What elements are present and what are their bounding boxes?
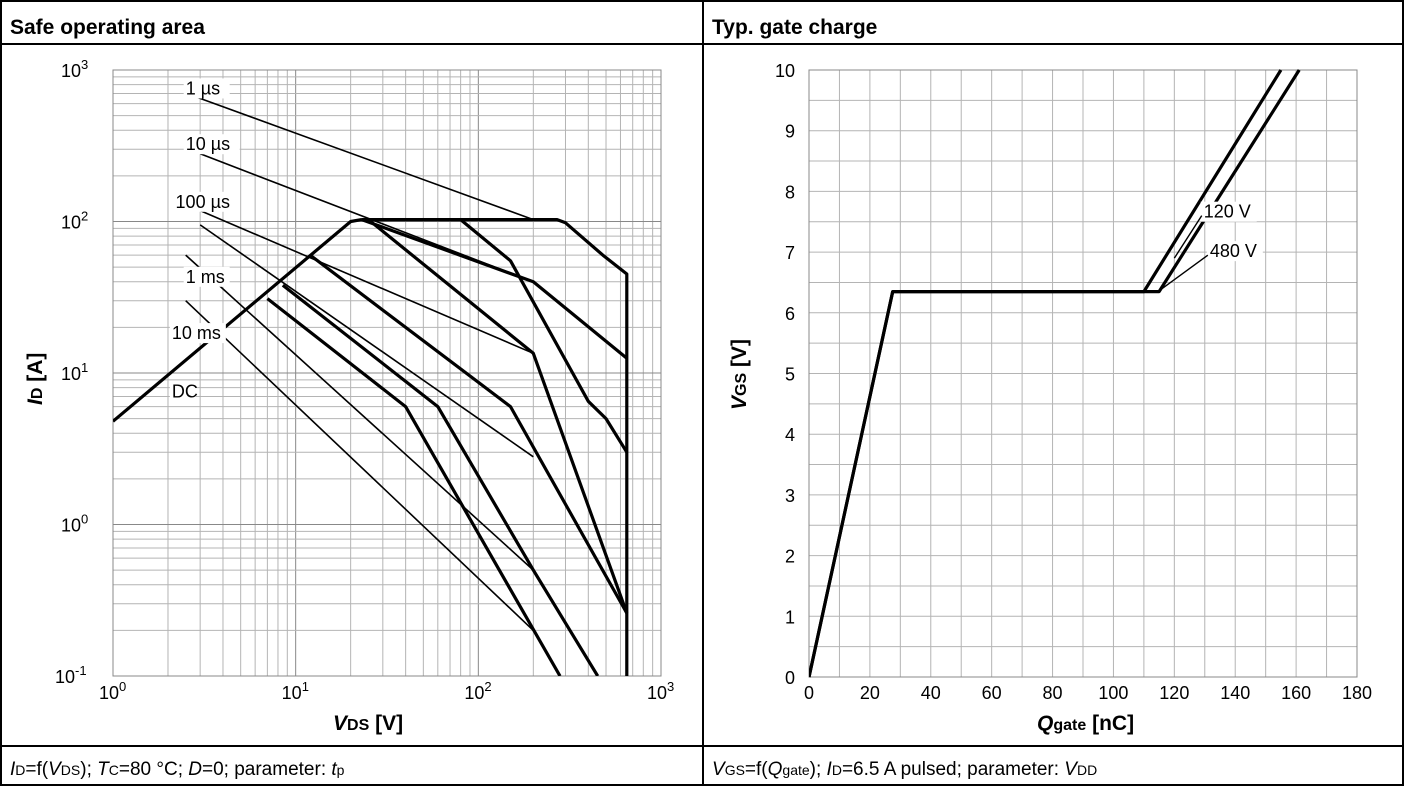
soa-y-tick-label: 101 xyxy=(61,360,88,384)
gate-y-tick-label: 10 xyxy=(775,61,795,81)
right-panel-footer: VGS=f(Qgate); ID=6.5 A pulsed; parameter… xyxy=(712,759,1097,780)
gate-x-tick-label: 40 xyxy=(921,683,941,703)
right-panel-header: Typ. gate charge xyxy=(712,16,877,39)
label-leader-480v xyxy=(1162,255,1208,288)
soa-series-label: 10 µs xyxy=(186,134,230,154)
gate-y-tick-label: 1 xyxy=(785,607,795,627)
soa-y-axis-label: ID [A] xyxy=(24,353,47,405)
gate-y-tick-label: 9 xyxy=(785,122,795,142)
gate-y-tick-label: 7 xyxy=(785,243,795,263)
soa-series-label: 1 µs xyxy=(186,78,220,98)
gate-series-label: 120 V xyxy=(1204,202,1251,222)
soa-limit-line-4 xyxy=(310,255,627,613)
gate-grid xyxy=(809,70,1357,677)
soa-series-label: 1 ms xyxy=(186,267,225,287)
gate-y-tick-label: 8 xyxy=(785,182,795,202)
soa-x-tick-label: 102 xyxy=(464,679,491,703)
gate-charge-chart: 0 20 40 60 80 100 120 140 160 180 0 1 2 3 4 5 6 7 8 9 10 Qgat… xyxy=(728,61,1372,735)
gate-x-tick-label: 180 xyxy=(1342,683,1372,703)
soa-thin-line-5 xyxy=(186,301,534,631)
gate-x-tick-label: 20 xyxy=(860,683,880,703)
gate-x-tick-label: 60 xyxy=(982,683,1002,703)
soa-series-label: DC xyxy=(172,381,198,401)
soa-y-tick-label: 100 xyxy=(61,512,88,536)
gate-x-tick-label: 100 xyxy=(1098,683,1128,703)
soa-y-tick-label: 102 xyxy=(61,209,88,233)
gate-x-tick-label: 80 xyxy=(1043,683,1063,703)
gate-y-axis-label: VGS [V] xyxy=(728,339,751,410)
gate-series-label: 480 V xyxy=(1210,241,1257,261)
gate-y-tick-label: 5 xyxy=(785,365,795,385)
safe-operating-area-chart: 100 101 102 103 10-1 100 101 102 103 VDS [V] ID [A… xyxy=(24,57,674,735)
soa-y-tick-label: 10-1 xyxy=(55,663,87,687)
left-panel-header: Safe operating area xyxy=(10,16,205,39)
soa-x-tick-label: 101 xyxy=(282,679,309,703)
gate-x-tick-label: 140 xyxy=(1220,683,1250,703)
soa-series-label: 100 µs xyxy=(176,192,230,212)
left-panel-footer: ID=f(VDS); TC=80 °C; D=0; parameter: tp xyxy=(10,759,345,780)
soa-thin-line-3 xyxy=(200,225,533,457)
gate-y-tick-label: 0 xyxy=(785,668,795,688)
soa-thin-line-4 xyxy=(186,255,534,570)
soa-limit-line-0 xyxy=(362,220,627,676)
soa-series-label: 10 ms xyxy=(172,323,221,343)
gate-y-tick-label: 6 xyxy=(785,304,795,324)
gate-x-tick-label: 160 xyxy=(1281,683,1311,703)
gate-x-tick-label: 120 xyxy=(1159,683,1189,703)
soa-x-tick-label: 100 xyxy=(99,679,126,703)
gate-y-tick-label: 4 xyxy=(785,425,795,445)
soa-y-tick-label: 103 xyxy=(61,57,88,81)
soa-limit-line-7 xyxy=(267,299,560,676)
gate-y-tick-label: 2 xyxy=(785,547,795,567)
gate-x-tick-label: 0 xyxy=(804,683,814,703)
gate-y-tick-label: 3 xyxy=(785,486,795,506)
soa-x-axis-label: VDS [V] xyxy=(333,712,403,735)
soa-x-tick-label: 103 xyxy=(647,679,674,703)
soa-grid xyxy=(113,70,661,676)
soa-thin-line-0 xyxy=(192,95,534,219)
gate-x-axis-label: Qgate [nC] xyxy=(1037,712,1134,735)
